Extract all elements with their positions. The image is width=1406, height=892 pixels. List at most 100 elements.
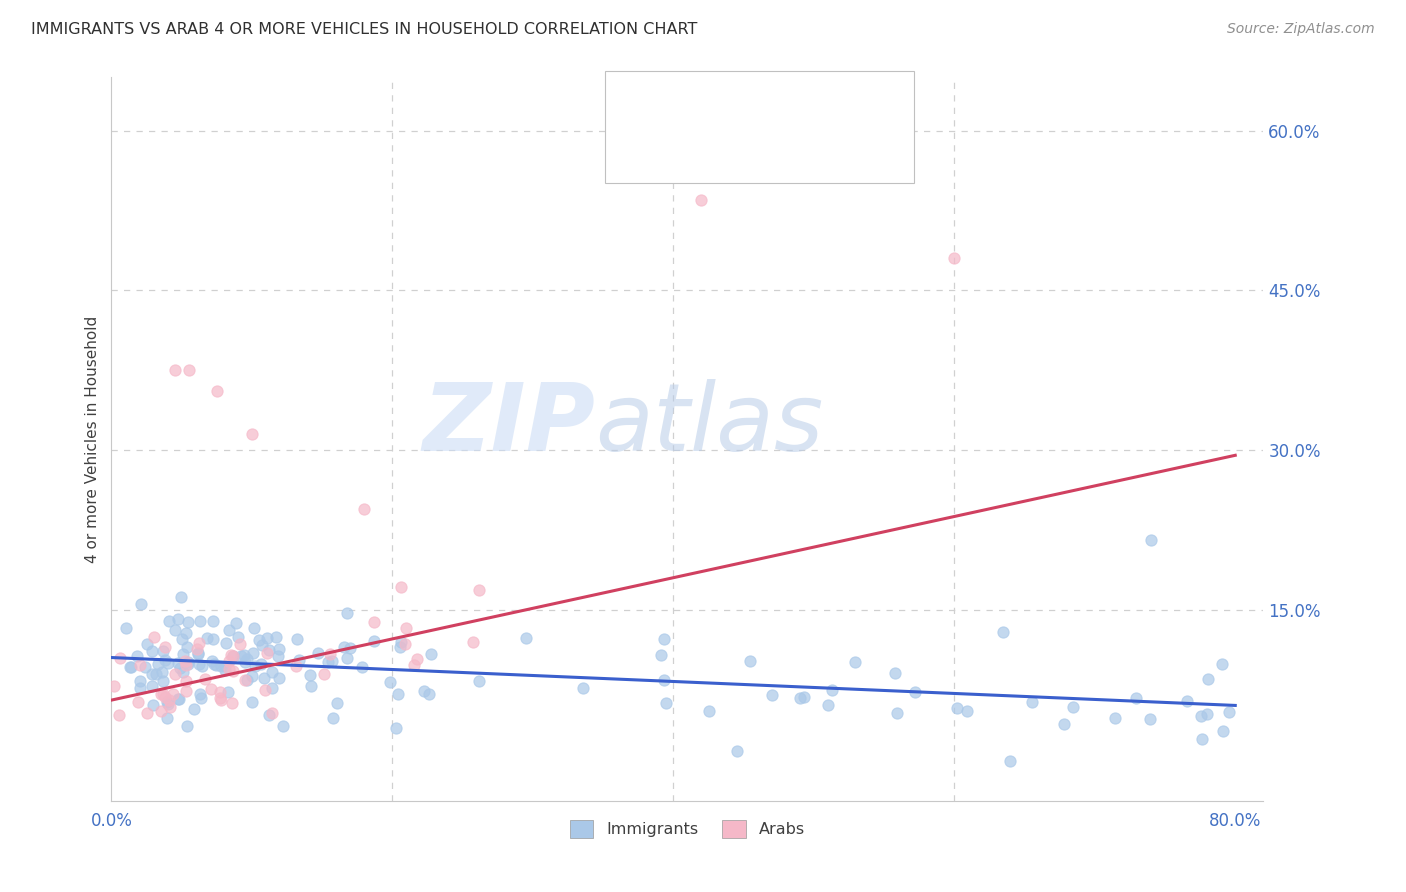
Text: -0.358: -0.358: [707, 103, 765, 118]
Point: [146, 657, 169, 671]
Point: [218, 654, 240, 668]
Point: [285, 632, 308, 647]
Point: [252, 671, 274, 685]
Point: [233, 655, 256, 669]
Point: [217, 684, 239, 698]
Point: [789, 690, 811, 705]
Point: [1139, 712, 1161, 726]
Point: [172, 665, 194, 680]
Point: [209, 693, 232, 707]
Point: [245, 658, 267, 673]
Point: [176, 719, 198, 733]
Point: [461, 635, 484, 649]
Point: [188, 614, 211, 628]
Point: [176, 640, 198, 654]
Point: [183, 702, 205, 716]
Point: [1191, 731, 1213, 746]
Point: [236, 652, 259, 666]
Point: [319, 648, 342, 662]
Point: [205, 384, 228, 399]
Point: [187, 646, 209, 660]
Point: [190, 659, 212, 673]
Point: [1140, 533, 1163, 548]
Point: [201, 654, 224, 668]
Point: [129, 597, 152, 611]
Point: [165, 666, 187, 681]
Point: [202, 632, 225, 647]
Point: [322, 711, 344, 725]
Point: [186, 642, 208, 657]
Point: [572, 681, 595, 695]
Point: [326, 696, 349, 710]
Point: [103, 679, 125, 693]
Point: [153, 653, 176, 667]
Point: [956, 704, 979, 718]
Point: [412, 684, 434, 698]
Point: [194, 672, 217, 686]
Point: [363, 633, 385, 648]
Point: [298, 668, 321, 682]
Point: [165, 623, 187, 637]
Point: [187, 647, 209, 661]
Point: [418, 687, 440, 701]
Point: [738, 653, 761, 667]
Point: [336, 606, 359, 620]
Point: [188, 636, 211, 650]
Point: [228, 637, 250, 651]
Point: [271, 718, 294, 732]
Point: [269, 671, 291, 685]
Point: [699, 704, 721, 718]
Point: [232, 648, 254, 662]
Point: [308, 646, 330, 660]
Point: [1197, 672, 1219, 686]
Point: [153, 640, 176, 654]
Point: [177, 657, 200, 671]
Point: [247, 633, 270, 648]
Point: [385, 721, 408, 735]
Point: [174, 657, 197, 672]
Point: [243, 621, 266, 635]
Point: [129, 681, 152, 695]
Point: [174, 654, 197, 668]
Point: [127, 695, 149, 709]
Point: [406, 652, 429, 666]
Point: [187, 657, 209, 672]
Point: [200, 682, 222, 697]
Point: [1062, 699, 1084, 714]
Point: [177, 655, 200, 669]
Point: [725, 744, 748, 758]
Point: [202, 657, 225, 671]
Point: [250, 657, 273, 672]
Point: [333, 640, 356, 654]
Point: [389, 580, 412, 594]
Point: [236, 673, 259, 687]
Point: [1218, 705, 1240, 719]
Text: R =: R =: [668, 103, 703, 118]
Point: [141, 680, 163, 694]
Point: [195, 632, 218, 646]
Point: [250, 638, 273, 652]
Point: [299, 679, 322, 693]
Point: [150, 665, 173, 679]
Point: [225, 616, 247, 631]
Y-axis label: 4 or more Vehicles in Household: 4 or more Vehicles in Household: [86, 316, 100, 563]
Point: [152, 687, 174, 701]
Point: [222, 664, 245, 678]
Point: [125, 648, 148, 663]
Point: [163, 363, 186, 377]
Point: [108, 651, 131, 665]
Point: [221, 696, 243, 710]
Point: [654, 632, 676, 646]
Text: ZIP: ZIP: [422, 379, 595, 471]
Point: [1189, 708, 1212, 723]
Point: [515, 631, 537, 645]
Point: [214, 663, 236, 677]
Point: [339, 640, 361, 655]
Point: [142, 698, 165, 713]
Point: [394, 638, 416, 652]
Point: [419, 647, 441, 661]
Point: [314, 667, 336, 681]
Point: [256, 646, 278, 660]
Point: [287, 653, 309, 667]
Point: [389, 634, 412, 648]
